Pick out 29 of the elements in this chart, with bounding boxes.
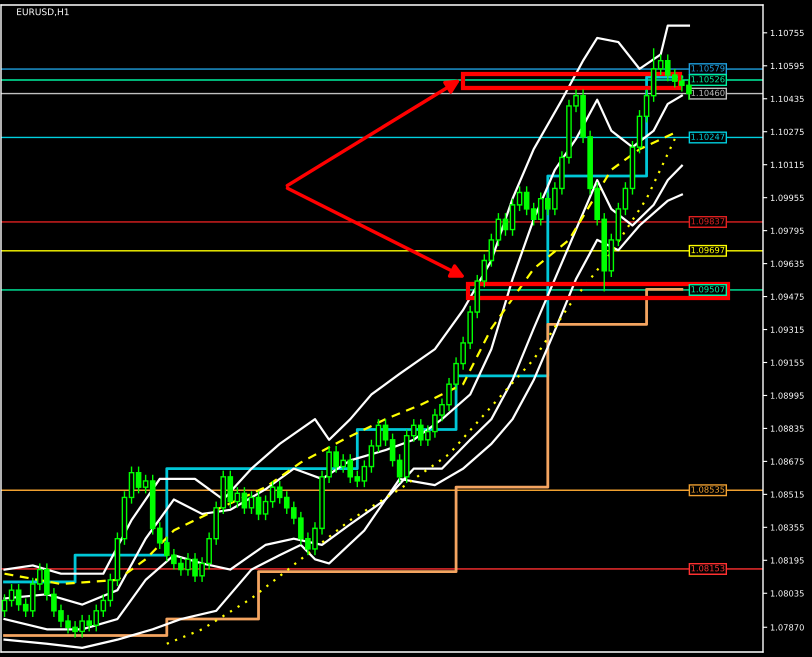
ref-line-label: 1.10460: [692, 90, 725, 96]
y-tick-label: 1.10275: [770, 128, 804, 136]
y-tick-label: 1.09155: [770, 359, 804, 366]
ref-line-label: 1.09507: [692, 286, 724, 292]
y-tick-label: 1.08515: [770, 491, 804, 498]
y-tick-label: 1.09315: [770, 326, 804, 333]
ref-line-label: 1.10247: [692, 134, 724, 140]
y-tick-label: 1.09955: [770, 194, 804, 201]
ref-line-label: 1.08153: [692, 565, 724, 572]
y-tick-label: 1.10115: [770, 162, 804, 168]
chart-title: EURUSD,H1: [17, 8, 69, 16]
y-tick-label: 1.09475: [770, 294, 804, 300]
y-tick-label: 1.10435: [770, 96, 804, 102]
y-tick-label: 1.10755: [770, 30, 804, 36]
y-tick-label: 1.08035: [770, 590, 804, 597]
y-tick-label: 1.09795: [770, 228, 804, 234]
y-tick-label: 1.09635: [770, 260, 804, 267]
y-tick-label: 1.08675: [770, 458, 804, 465]
y-tick-label: 1.10595: [770, 62, 804, 70]
ref-line-label: 1.08535: [692, 486, 724, 493]
ref-line-label: 1.10579: [692, 65, 724, 72]
y-tick-label: 1.08835: [770, 425, 804, 432]
ref-line-label: 1.09837: [692, 218, 724, 224]
y-tick-label: 1.08355: [770, 524, 804, 531]
y-tick-label: 1.07870: [770, 624, 804, 631]
y-tick-label: 1.08195: [770, 557, 804, 564]
y-tick-label: 1.08995: [770, 392, 804, 399]
ref-line-label: 1.10526: [692, 76, 725, 82]
ref-line-label: 1.09697: [692, 246, 724, 254]
